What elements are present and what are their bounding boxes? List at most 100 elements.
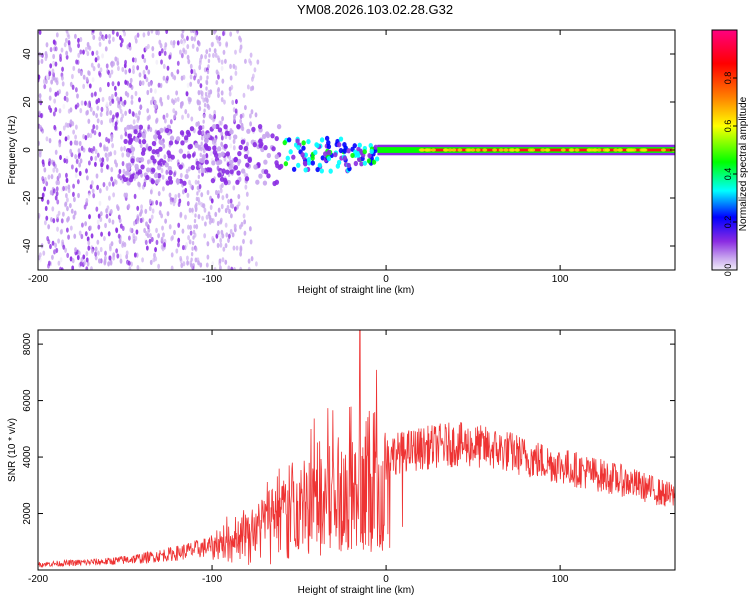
- noise-cell: [179, 258, 183, 264]
- noise-cell: [216, 230, 220, 236]
- signal-cell: [182, 153, 187, 159]
- signal-cell: [178, 148, 184, 154]
- noise-cell: [65, 97, 69, 103]
- noise-cell: [67, 234, 70, 240]
- noise-cell: [175, 248, 179, 254]
- noise-cell: [225, 41, 229, 47]
- noise-cell: [61, 211, 65, 217]
- signal-cell: [169, 135, 175, 141]
- noise-cell: [95, 50, 99, 56]
- noise-cell: [139, 142, 143, 149]
- noise-cell: [224, 242, 228, 249]
- noise-cell: [65, 158, 69, 164]
- noise-cell: [105, 63, 109, 69]
- signal-cell: [236, 170, 241, 176]
- noise-cell: [159, 201, 162, 207]
- spectrogram-x-label: Height of straight line (km): [298, 285, 415, 296]
- noise-cell: [143, 73, 147, 80]
- noise-cell: [205, 152, 209, 159]
- noise-cell: [203, 67, 207, 73]
- y-tick-label: 2000: [22, 502, 33, 525]
- noise-cell: [151, 96, 155, 102]
- noise-cell: [76, 93, 79, 99]
- noise-cell: [119, 175, 123, 181]
- noise-cell: [123, 192, 127, 198]
- noise-cell: [65, 227, 69, 233]
- noise-cell: [84, 100, 87, 106]
- carrier-highlight: [514, 148, 520, 152]
- noise-cell: [110, 167, 114, 173]
- streak-cell: [203, 108, 206, 113]
- signal-cell: [179, 130, 185, 136]
- noise-cell: [196, 46, 199, 52]
- noise-cell: [41, 196, 44, 202]
- signal-cell: [210, 178, 216, 184]
- noise-cell: [181, 114, 184, 120]
- noise-cell: [163, 242, 166, 248]
- noise-cell: [91, 128, 95, 134]
- noise-cell: [71, 258, 75, 264]
- noise-cell: [92, 34, 96, 40]
- noise-cell: [245, 191, 249, 197]
- signal-cell: [353, 160, 359, 167]
- noise-cell: [242, 238, 245, 245]
- noise-cell: [169, 119, 173, 125]
- noise-cell: [87, 193, 91, 199]
- carrier-highlight: [629, 148, 635, 152]
- noise-cell: [229, 198, 233, 204]
- signal-cell: [228, 159, 234, 166]
- noise-cell: [38, 252, 42, 258]
- noise-cell: [105, 146, 109, 152]
- signal-cell: [252, 142, 257, 148]
- noise-cell: [129, 77, 133, 84]
- signal-cell: [204, 137, 209, 144]
- noise-cell: [123, 31, 127, 37]
- noise-cell: [134, 38, 138, 44]
- noise-cell: [82, 254, 86, 260]
- noise-cell: [217, 193, 220, 199]
- noise-cell: [99, 111, 103, 118]
- signal-cell: [300, 152, 305, 158]
- signal-cell: [141, 139, 147, 145]
- noise-cell: [99, 246, 103, 253]
- signal-cell: [145, 174, 150, 181]
- noise-cell: [229, 213, 233, 219]
- spectrogram-y-label: Frequency (Hz): [7, 116, 18, 185]
- noise-cell: [187, 224, 190, 230]
- noise-cell: [38, 152, 42, 158]
- x-tick-label: -100: [202, 574, 222, 585]
- noise-cell: [105, 213, 109, 219]
- noise-cell: [115, 248, 119, 254]
- noise-cell: [51, 68, 55, 74]
- signal-cell: [182, 180, 187, 186]
- noise-cell: [155, 239, 159, 245]
- signal-cell: [189, 126, 195, 132]
- noise-cell: [89, 106, 93, 112]
- noise-cell: [79, 158, 83, 164]
- noise-cell: [77, 37, 80, 44]
- noise-cell: [172, 108, 176, 114]
- noise-cell: [110, 93, 114, 100]
- noise-cell: [216, 220, 220, 227]
- noise-cell: [200, 192, 204, 198]
- noise-cell: [173, 114, 176, 120]
- noise-cell: [119, 35, 122, 41]
- noise-cell: [172, 40, 176, 46]
- signal-cell: [310, 155, 315, 161]
- streak-cell: [192, 229, 196, 235]
- noise-cell: [191, 30, 195, 34]
- noise-cell: [67, 40, 71, 46]
- noise-cell: [39, 113, 43, 119]
- noise-cell: [128, 68, 132, 74]
- noise-cell: [101, 157, 105, 163]
- noise-cell: [249, 86, 253, 92]
- noise-cell: [103, 146, 107, 152]
- noise-cell: [117, 233, 121, 239]
- noise-cell: [229, 228, 233, 235]
- noise-cell: [120, 146, 123, 152]
- signal-cell: [151, 149, 156, 155]
- noise-cell: [108, 118, 112, 124]
- noise-cell: [88, 214, 91, 220]
- noise-cell: [107, 138, 111, 144]
- noise-cell: [250, 109, 254, 115]
